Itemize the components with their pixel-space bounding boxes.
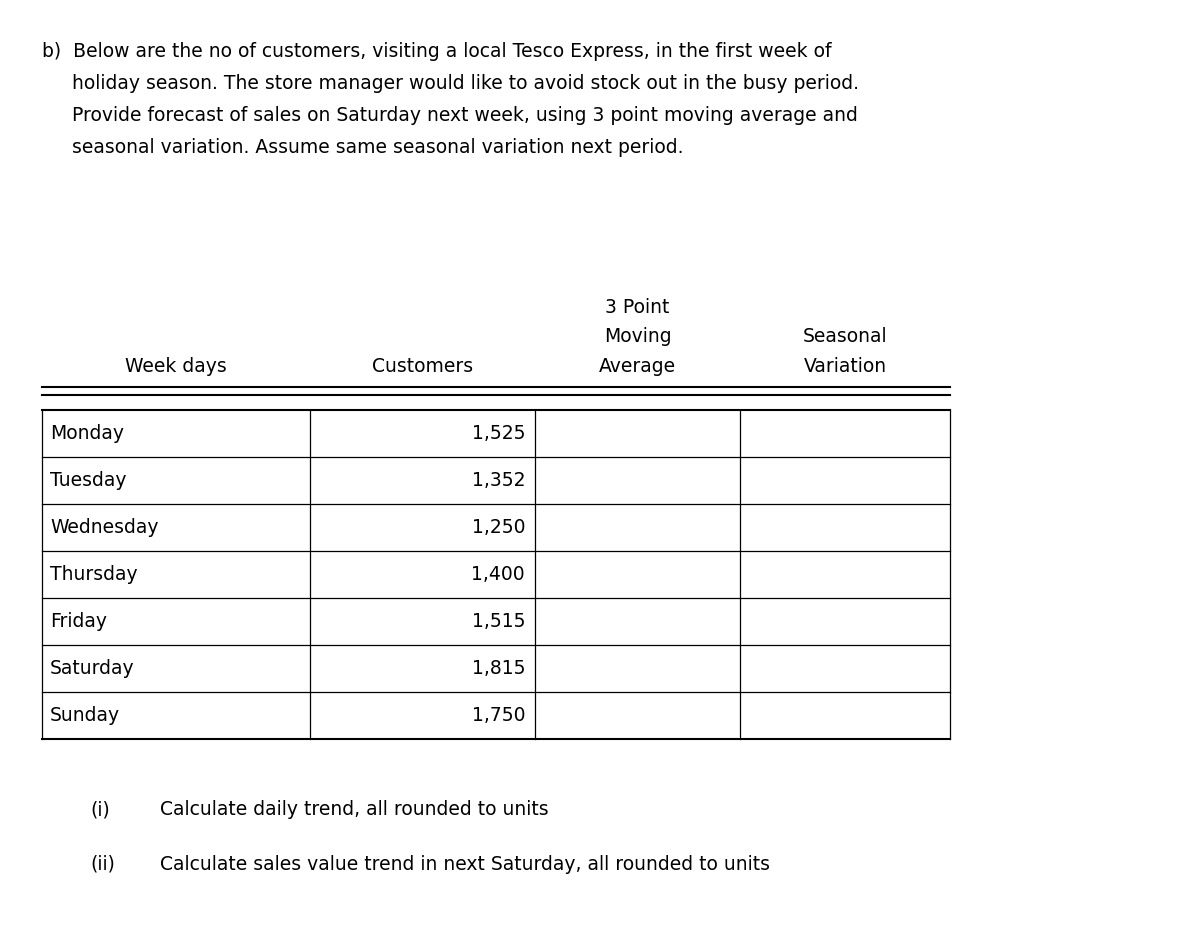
Text: 3 Point: 3 Point: [605, 298, 670, 317]
Text: Tuesday: Tuesday: [50, 471, 126, 490]
Text: 1,515: 1,515: [472, 612, 526, 631]
Text: Calculate sales value trend in next Saturday, all rounded to units: Calculate sales value trend in next Satu…: [160, 855, 770, 874]
Text: 1,400: 1,400: [472, 565, 526, 584]
Text: Week days: Week days: [125, 357, 227, 376]
Text: Friday: Friday: [50, 612, 107, 631]
Text: b)  Below are the no of customers, visiting a local Tesco Express, in the first : b) Below are the no of customers, visiti…: [42, 42, 832, 61]
Text: Saturday: Saturday: [50, 659, 134, 678]
Text: Calculate daily trend, all rounded to units: Calculate daily trend, all rounded to un…: [160, 800, 548, 819]
Text: 1,250: 1,250: [472, 518, 526, 537]
Text: (ii): (ii): [90, 855, 115, 874]
Text: Moving: Moving: [604, 327, 671, 346]
Text: Customers: Customers: [372, 357, 473, 376]
Text: Monday: Monday: [50, 424, 124, 443]
Text: seasonal variation. Assume same seasonal variation next period.: seasonal variation. Assume same seasonal…: [42, 138, 684, 157]
Text: Seasonal: Seasonal: [803, 327, 887, 346]
Text: 1,815: 1,815: [472, 659, 526, 678]
Text: Sunday: Sunday: [50, 706, 120, 725]
Text: Thursday: Thursday: [50, 565, 138, 584]
Text: (i): (i): [90, 800, 109, 819]
Text: Variation: Variation: [804, 357, 887, 376]
Text: 1,352: 1,352: [472, 471, 526, 490]
Text: 1,525: 1,525: [472, 424, 526, 443]
Text: Provide forecast of sales on Saturday next week, using 3 point moving average an: Provide forecast of sales on Saturday ne…: [42, 106, 858, 125]
Text: 1,750: 1,750: [472, 706, 526, 725]
Text: holiday season. The store manager would like to avoid stock out in the busy peri: holiday season. The store manager would …: [42, 74, 859, 93]
Text: Wednesday: Wednesday: [50, 518, 158, 537]
Text: Average: Average: [599, 357, 676, 376]
